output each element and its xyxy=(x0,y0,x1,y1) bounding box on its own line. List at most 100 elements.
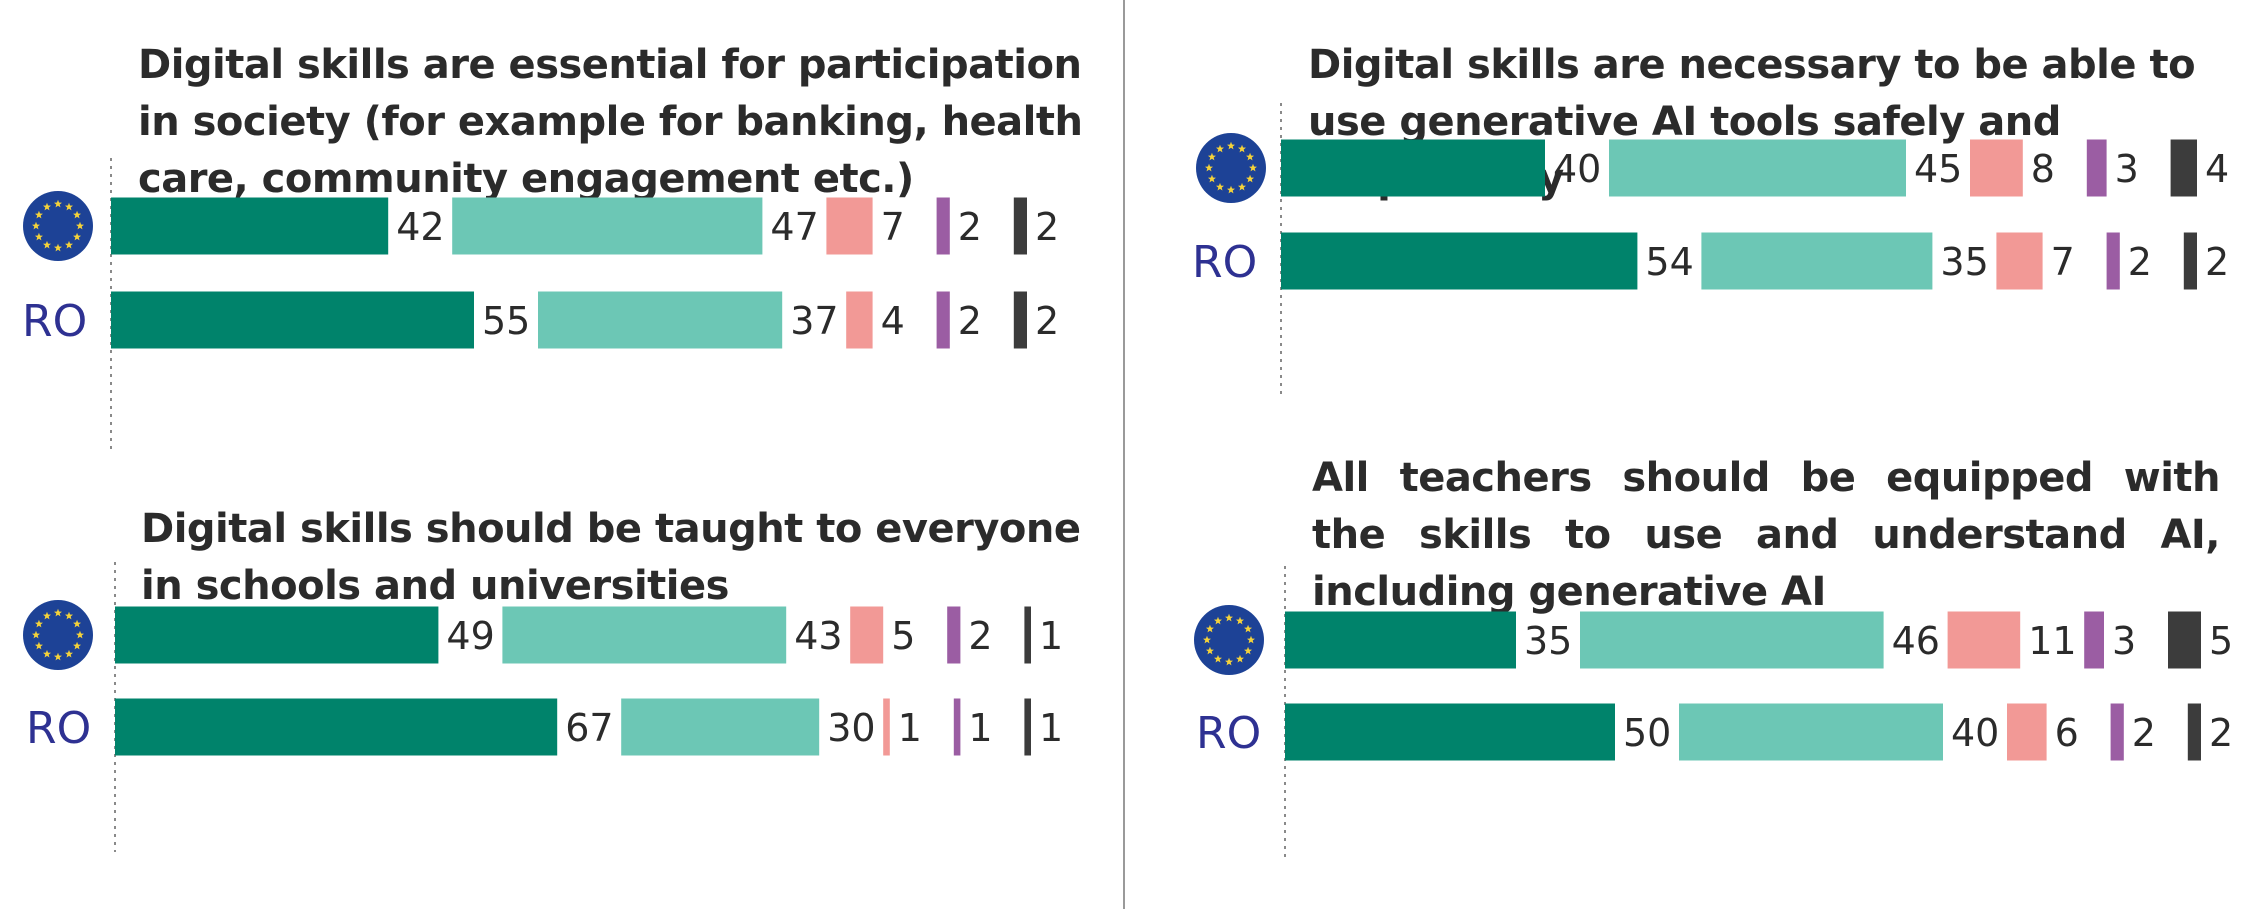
star-icon xyxy=(1244,624,1253,633)
star-icon xyxy=(1236,616,1244,625)
bar-row: RO 67 30 1 1 1 xyxy=(26,698,1063,756)
label-tend-to-disagree: 7 xyxy=(2051,240,2075,284)
star-icon xyxy=(43,202,51,211)
star-icon xyxy=(1227,185,1235,194)
star-icon xyxy=(1216,182,1224,191)
star-icon xyxy=(1246,174,1255,183)
label-tend-to-disagree: 1 xyxy=(898,706,922,750)
bar-totally-agree xyxy=(111,197,389,255)
star-icon xyxy=(1225,657,1233,666)
bar-tend-to-disagree xyxy=(846,291,873,349)
star-icon xyxy=(34,232,43,241)
bar-totally-agree xyxy=(1281,139,1545,197)
label-totally-agree: 54 xyxy=(1645,240,1693,284)
label-totally-disagree: 2 xyxy=(968,614,992,658)
bar-row: RO 55 37 4 2 2 xyxy=(22,291,1059,349)
bar-dont-know xyxy=(1013,291,1027,349)
label-dont-know: 4 xyxy=(2205,147,2229,191)
label-tend-to-agree: 47 xyxy=(770,205,818,249)
bar-totally-disagree xyxy=(2084,611,2104,669)
label-tend-to-agree: 45 xyxy=(1914,147,1962,191)
label-totally-agree: 67 xyxy=(565,706,613,750)
bar-row: 35 46 11 3 5 xyxy=(1194,605,2233,675)
bar-totally-agree xyxy=(1285,611,1516,669)
star-icon xyxy=(76,221,84,230)
star-icon xyxy=(1236,654,1244,663)
label-tend-to-agree: 30 xyxy=(827,706,875,750)
label-dont-know: 2 xyxy=(2209,711,2233,755)
star-icon xyxy=(1244,646,1253,655)
star-icon xyxy=(34,210,43,219)
chart-plot: 42 47 7 2 2RO 55 37 4 2 2 xyxy=(22,158,1059,452)
star-icon xyxy=(1249,163,1257,172)
label-tend-to-disagree: 5 xyxy=(891,614,915,658)
label-totally-agree: 40 xyxy=(1553,147,1601,191)
label-totally-disagree: 2 xyxy=(2128,240,2152,284)
label-totally-disagree: 1 xyxy=(968,706,992,750)
star-icon xyxy=(54,652,62,661)
label-totally-disagree: 2 xyxy=(2132,711,2156,755)
label-dont-know: 2 xyxy=(2205,240,2229,284)
star-icon xyxy=(43,240,51,249)
bar-totally-disagree xyxy=(2086,139,2107,197)
label-dont-know: 1 xyxy=(1039,614,1063,658)
label-tend-to-disagree: 8 xyxy=(2031,147,2055,191)
bar-dont-know xyxy=(1024,698,1031,756)
bar-tend-to-agree xyxy=(502,606,787,664)
eu-flag-icon xyxy=(1196,133,1266,203)
star-icon xyxy=(73,641,82,650)
bar-tend-to-disagree xyxy=(1970,139,2023,197)
label-totally-agree: 55 xyxy=(482,299,530,343)
label-tend-to-agree: 40 xyxy=(1951,711,1999,755)
row-label-ro: RO xyxy=(1192,237,1257,288)
bar-tend-to-agree xyxy=(452,197,763,255)
label-tend-to-agree: 35 xyxy=(1940,240,1988,284)
bar-totally-agree xyxy=(115,698,558,756)
label-totally-disagree: 3 xyxy=(2112,619,2136,663)
label-totally-agree: 49 xyxy=(446,614,494,658)
bar-tend-to-disagree xyxy=(1996,232,2043,290)
star-icon xyxy=(43,611,51,620)
label-dont-know: 1 xyxy=(1039,706,1063,750)
bar-dont-know xyxy=(1024,606,1031,664)
chart-title: All teachers should be equipped with the… xyxy=(1312,455,2221,615)
star-icon xyxy=(34,619,43,628)
bar-tend-to-agree xyxy=(538,291,783,349)
star-icon xyxy=(1203,635,1211,644)
star-icon xyxy=(1238,144,1246,153)
chart-title: Digital skills should be taught to every… xyxy=(141,506,1081,609)
label-tend-to-disagree: 6 xyxy=(2055,711,2079,755)
bar-tend-to-agree xyxy=(1701,232,1933,290)
bar-row: RO 50 40 6 2 2 xyxy=(1196,703,2233,761)
label-totally-disagree: 2 xyxy=(958,205,982,249)
star-icon xyxy=(1246,152,1255,161)
bar-totally-agree xyxy=(1285,703,1615,761)
eu-flag-icon xyxy=(23,600,93,670)
bar-totally-disagree xyxy=(947,606,961,664)
chart-title: Digital skills are essential for partici… xyxy=(138,42,1083,202)
star-icon xyxy=(54,199,62,208)
bar-row: RO 54 35 7 2 2 xyxy=(1192,232,2229,290)
bar-dont-know xyxy=(2187,703,2201,761)
bar-tend-to-disagree xyxy=(826,197,873,255)
bar-row: 40 45 8 3 4 xyxy=(1196,133,2229,203)
label-tend-to-disagree: 7 xyxy=(881,205,905,249)
bar-tend-to-agree xyxy=(1580,611,1884,669)
label-dont-know: 2 xyxy=(1035,205,1059,249)
star-icon xyxy=(73,232,82,241)
label-totally-agree: 42 xyxy=(396,205,444,249)
star-icon xyxy=(65,649,73,658)
label-tend-to-agree: 43 xyxy=(794,614,842,658)
label-tend-to-agree: 37 xyxy=(790,299,838,343)
star-icon xyxy=(65,611,73,620)
bar-tend-to-disagree xyxy=(883,698,890,756)
star-icon xyxy=(1205,624,1214,633)
bar-totally-disagree xyxy=(936,197,950,255)
star-icon xyxy=(1205,163,1213,172)
bar-tend-to-disagree xyxy=(850,606,884,664)
star-icon xyxy=(1216,144,1224,153)
label-totally-disagree: 3 xyxy=(2115,147,2139,191)
star-icon xyxy=(73,210,82,219)
